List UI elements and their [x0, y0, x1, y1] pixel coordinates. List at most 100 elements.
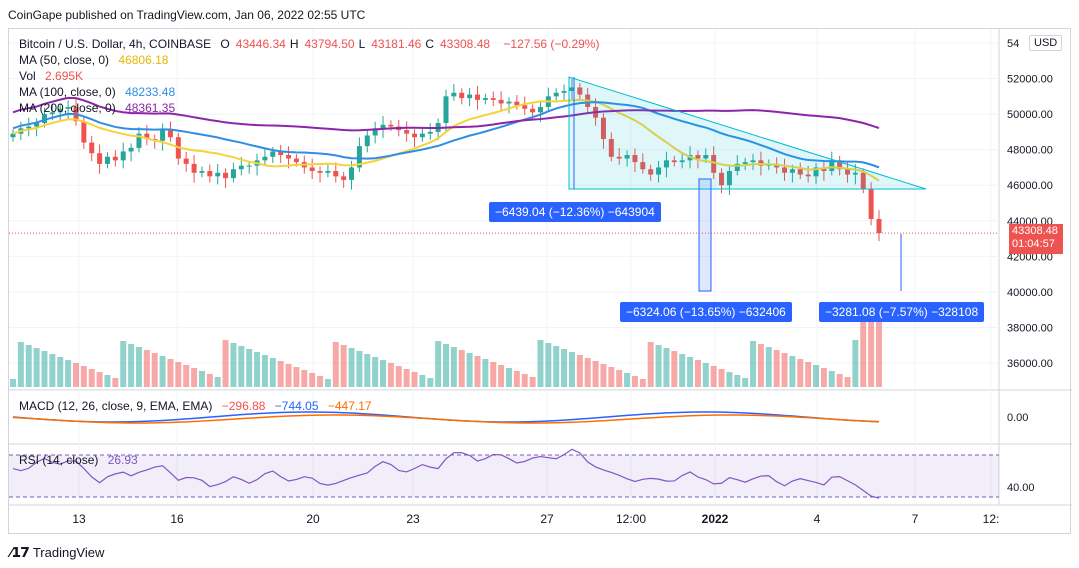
- ohlc-o-label: O: [220, 37, 230, 51]
- candle-body: [663, 160, 669, 168]
- chart-canvas[interactable]: 5452000.0050000.0048000.0046000.0044000.…: [9, 29, 1072, 535]
- measure-label-1[interactable]: −6439.04 (−12.36%) −643904: [489, 202, 661, 222]
- price-tick-label: 40000.00: [1007, 287, 1053, 299]
- volume-bar: [214, 377, 221, 387]
- volume-bar: [781, 353, 788, 387]
- ma100-legend[interactable]: MA (100, close, 0) 48233.48: [19, 85, 181, 99]
- volume-bar: [734, 375, 741, 387]
- volume-bar: [198, 371, 205, 387]
- candle-body: [160, 130, 166, 141]
- ma50-value: 46806.18: [118, 53, 169, 67]
- candle-body: [380, 124, 386, 129]
- ma50-legend[interactable]: MA (50, close, 0) 46806.18: [19, 53, 174, 67]
- volume-bar: [576, 355, 583, 387]
- candle-body: [10, 133, 16, 138]
- volume-bar: [387, 363, 394, 387]
- candle-body: [364, 135, 370, 147]
- tradingview-logo[interactable]: ⁄𝟭𝟳 TradingView: [10, 544, 104, 561]
- candle-body: [317, 171, 323, 173]
- measure-label-3[interactable]: −3281.08 (−7.57%) −328108: [819, 302, 985, 322]
- volume-bar: [96, 372, 103, 387]
- volume-bar: [167, 359, 174, 387]
- volume-bar: [159, 356, 166, 387]
- candle-body: [530, 108, 536, 113]
- volume-bar: [561, 349, 568, 387]
- candle-body: [57, 108, 63, 113]
- volume-bar: [277, 361, 284, 387]
- candle-body: [191, 163, 197, 173]
- time-tick-label: 20: [306, 512, 320, 526]
- chart-frame[interactable]: 54 52000.00 50000.00 48000.00 46000.00 44000.…: [8, 28, 1072, 535]
- volume-bar: [364, 354, 371, 387]
- candle-body: [632, 155, 638, 163]
- candle-body: [837, 160, 843, 170]
- candle-body: [789, 169, 795, 173]
- candle-body: [852, 172, 858, 175]
- price-tick-label: 48000.00: [1007, 145, 1053, 157]
- ohlc-l-value: 43181.46: [371, 37, 422, 51]
- currency-button[interactable]: USD: [1029, 35, 1063, 51]
- ma200-legend[interactable]: MA (200, close, 0) 48361.35: [19, 101, 181, 115]
- volume-bar: [183, 365, 190, 387]
- candle-body: [467, 94, 473, 99]
- volume-bar: [25, 345, 32, 387]
- current-price-value: 43308.48: [1012, 225, 1058, 237]
- macd-legend[interactable]: MACD (12, 26, close, 9, EMA, EMA) −296.8…: [19, 399, 378, 413]
- macd-value-1: −296.88: [221, 399, 266, 413]
- candle-body: [270, 151, 276, 157]
- price-tick-label: 46000.00: [1007, 180, 1053, 192]
- candle-body: [136, 133, 142, 148]
- volume-bar: [238, 346, 245, 387]
- candle-body: [577, 87, 583, 95]
- candle-body: [868, 188, 874, 219]
- volume-bar: [718, 369, 725, 387]
- candle-body: [482, 98, 488, 100]
- candle-body: [89, 142, 95, 154]
- volume-bar: [261, 355, 268, 387]
- volume-bar: [419, 375, 426, 387]
- volume-bar: [301, 370, 308, 387]
- candle-body: [742, 162, 748, 164]
- rsi-legend[interactable]: RSI (14, close) 26.93: [19, 453, 144, 467]
- volume-bar: [797, 359, 804, 387]
- rsi-band: [9, 455, 999, 497]
- candle-body: [246, 165, 252, 167]
- rsi-line: [12, 448, 880, 499]
- ma100-value: 48233.48: [125, 85, 176, 99]
- volume-bar: [435, 341, 442, 387]
- candle-body: [451, 92, 457, 97]
- candle-body: [608, 139, 614, 157]
- volume-bar: [104, 375, 111, 387]
- price-tick-label: 54: [1007, 38, 1019, 50]
- ohlc-l-label: L: [358, 37, 366, 51]
- ma100-line: [12, 101, 880, 169]
- candle-body: [459, 92, 465, 99]
- candle-body: [656, 167, 662, 175]
- macd-label: MACD (12, 26, close, 9, EMA, EMA): [19, 399, 213, 413]
- volume-bar: [450, 347, 457, 387]
- vol-legend[interactable]: Vol 2.695K: [19, 69, 89, 83]
- candle-body: [81, 121, 87, 143]
- candle-body: [128, 147, 134, 152]
- candle-body: [349, 167, 355, 180]
- volume-bar: [17, 342, 24, 387]
- symbol-label[interactable]: Bitcoin / U.S. Dollar, 4h, COINBASE: [19, 37, 212, 51]
- countdown-value: 01:04:57: [1012, 238, 1055, 250]
- volume-bar: [868, 306, 875, 387]
- volume-bar: [702, 363, 709, 387]
- volume-bar: [852, 340, 859, 387]
- volume-bar: [789, 356, 796, 387]
- volume-bar: [765, 347, 772, 387]
- current-price-tag: 43308.48 01:04:57: [1009, 224, 1063, 254]
- macd-tick-label: 0.00: [1007, 412, 1028, 424]
- volume-bar: [72, 363, 79, 387]
- candle-body: [726, 171, 732, 186]
- volume-bar: [828, 371, 835, 387]
- candle-body: [750, 160, 756, 163]
- candle-body: [215, 172, 221, 177]
- tv-brand-text: TradingView: [32, 545, 105, 560]
- measure-label-2[interactable]: −6324.06 (−13.65%) −632406: [620, 302, 792, 322]
- volume-bar: [742, 378, 749, 387]
- volume-bar: [395, 366, 402, 387]
- volume-bar: [498, 365, 505, 387]
